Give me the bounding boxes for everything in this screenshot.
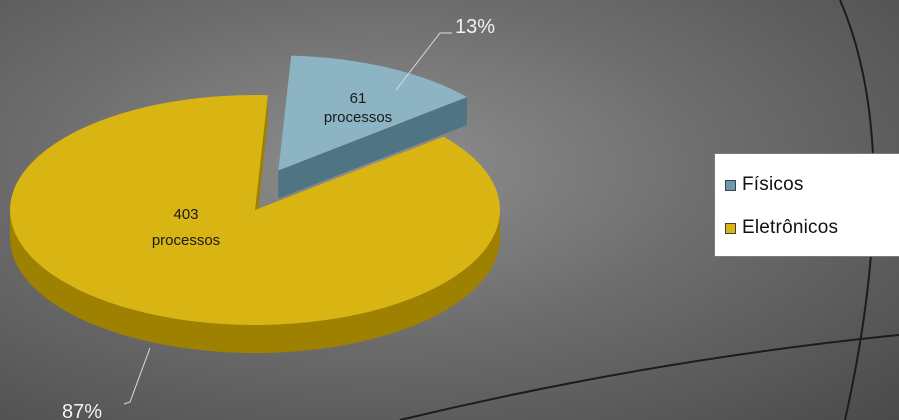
legend-label-eletronicos: Eletrônicos [742, 217, 839, 238]
pie-chart [9, 55, 500, 353]
legend-item-fisicos: Físicos [725, 174, 804, 196]
slice-wall-eletronicos [255, 95, 268, 239]
data-label-fisicos-count: 61 [350, 90, 367, 107]
data-label-eletronicos-count: 403 [173, 206, 198, 223]
pie-slice-eletronicos [9, 94, 500, 325]
percent-label-fisicos: 13% [455, 16, 495, 38]
leader-line-eletronicos [123, 347, 151, 405]
slice-side-eletronicos [10, 210, 500, 353]
legend-label-fisicos: Físicos [742, 174, 804, 195]
data-label-fisicos-unit: processos [324, 109, 392, 126]
background-arc [399, 334, 899, 420]
legend-swatch-eletronicos [725, 222, 736, 234]
legend-swatch-fisicos [725, 179, 736, 191]
percent-label-eletronicos: 87% [62, 401, 102, 420]
slice-wall-fisicos [278, 97, 467, 199]
pie-slice-fisicos [278, 55, 467, 171]
chart-legend: Físicos Eletrônicos [714, 153, 899, 257]
data-label-eletronicos-unit: processos [152, 232, 220, 249]
leader-line-fisicos [395, 32, 452, 91]
legend-item-eletronicos: Eletrônicos [725, 217, 838, 239]
